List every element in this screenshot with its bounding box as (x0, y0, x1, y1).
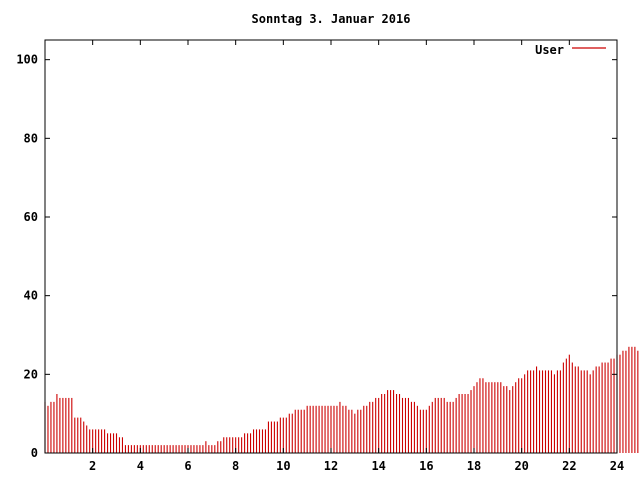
y-tick-label: 0 (31, 446, 38, 460)
legend: User (535, 43, 606, 57)
x-tick-label: 14 (371, 459, 385, 473)
x-tick-label: 20 (514, 459, 528, 473)
plot-frame (44, 39, 618, 454)
x-tick-label: 18 (467, 459, 481, 473)
y-tick-label: 80 (24, 131, 38, 145)
y-tick-label: 20 (24, 367, 38, 381)
x-tick-label: 6 (184, 459, 191, 473)
bar-series (44, 346, 639, 453)
chart-title: Sonntag 3. Januar 2016 (252, 12, 411, 26)
x-tick-label: 8 (232, 459, 239, 473)
y-tick-label: 40 (24, 289, 38, 303)
x-tick-label: 2 (89, 459, 96, 473)
x-tick-label: 24 (610, 459, 624, 473)
axis-ticks (45, 40, 618, 454)
y-tick-label: 100 (16, 53, 38, 67)
x-tick-label: 16 (419, 459, 433, 473)
x-tick-label: 10 (276, 459, 290, 473)
x-tick-label: 4 (137, 459, 144, 473)
x-tick-label: 12 (324, 459, 338, 473)
x-tick-label: 22 (562, 459, 576, 473)
y-tick-label: 60 (24, 210, 38, 224)
legend-label: User (535, 43, 564, 57)
